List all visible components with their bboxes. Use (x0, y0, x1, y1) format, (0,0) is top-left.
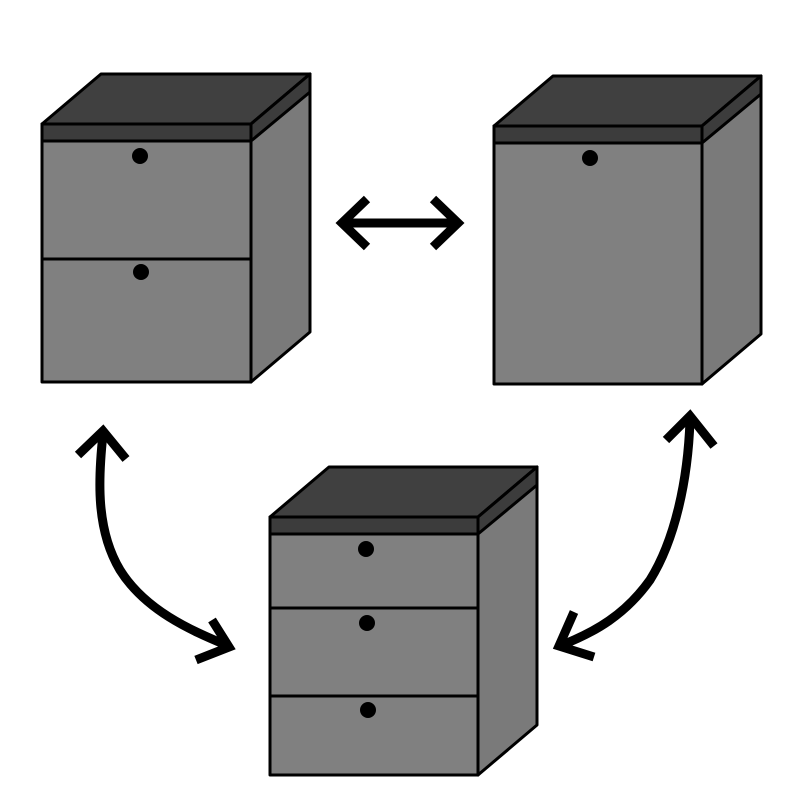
single-door-cabinet (492, 74, 763, 386)
cabinet-front-face (268, 515, 480, 777)
cabinet-side-strip (700, 74, 763, 145)
arrow-shaft (95, 433, 228, 650)
drawer-knob (358, 541, 374, 557)
arrow-head-up (662, 409, 718, 449)
drawer-knob (133, 264, 149, 280)
bidirectional-arrow-left-curve (74, 424, 236, 665)
arrow-head-up (74, 424, 130, 462)
cabinet-top-strip (40, 122, 253, 143)
cabinet-top-strip (268, 515, 480, 536)
bidirectional-arrow-horizontal (335, 195, 465, 251)
cabinet-side-strip (249, 72, 312, 143)
arrow-shaft (560, 419, 695, 650)
arrow-head-left (335, 195, 371, 251)
arrow-head-down-right (194, 617, 236, 665)
arrow-head-down-left (552, 610, 596, 662)
drawer-knob (359, 615, 375, 631)
drawer-knob (360, 702, 376, 718)
door-knob (582, 150, 598, 166)
cabinet-side-strip (476, 465, 539, 536)
cabinet-front-face (492, 124, 704, 386)
two-drawer-cabinet (40, 72, 312, 384)
bidirectional-arrow-right-curve (552, 409, 718, 662)
arrow-head-right (429, 195, 465, 251)
cabinet-front-face (40, 122, 253, 384)
three-drawer-cabinet (268, 465, 539, 777)
cabinet-top-strip (492, 124, 704, 145)
drawer-knob (132, 148, 148, 164)
